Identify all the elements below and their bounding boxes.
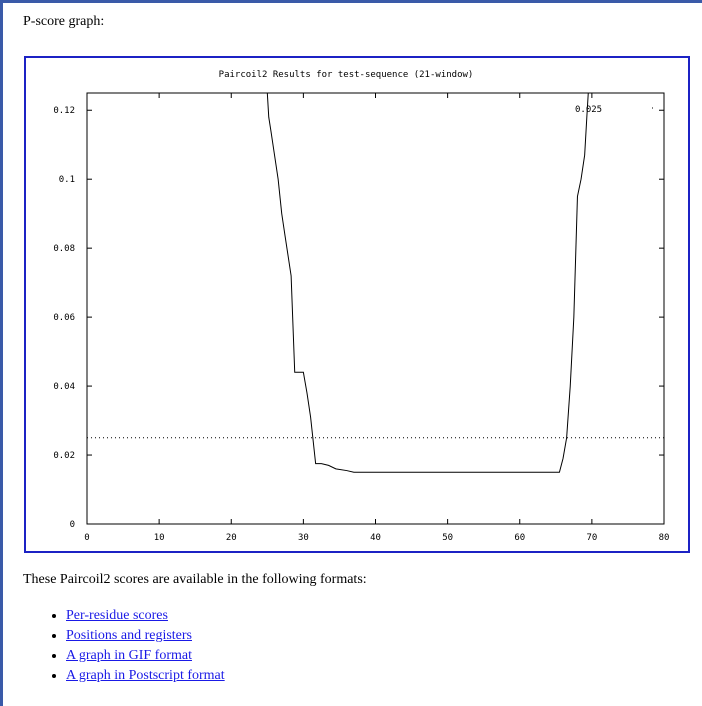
x-tick-label: 10 [154,533,165,543]
p-score-line [266,93,589,473]
y-tick-label: 0.08 [53,244,75,254]
list-item: A graph in Postscript format [66,666,225,686]
list-item: Positions and registers [66,626,225,646]
p-score-graph-frame: Paircoil2 Results for test-sequence (21-… [24,56,690,553]
per-residue-scores-link[interactable]: Per-residue scores [66,608,168,623]
graph-gif-link[interactable]: A graph in GIF format [66,648,192,663]
x-tick-label: 60 [514,533,525,543]
x-tick-label: 0 [84,533,89,543]
formats-intro-text: These Paircoil2 scores are available in … [23,572,367,587]
y-tick-label: 0.06 [53,313,75,323]
legend-label: 0.025 [575,105,602,115]
x-tick-label: 80 [659,533,670,543]
positions-and-registers-link[interactable]: Positions and registers [66,628,192,643]
x-tick-label: 40 [370,533,381,543]
y-tick-label: 0.04 [53,382,75,392]
x-tick-label: 70 [586,533,597,543]
y-tick-label: 0.12 [53,106,75,116]
x-tick-label: 50 [442,533,453,543]
plot-area: 0 10 20 30 40 50 60 70 80 0 0.02 0.04 0.06 0.08 0.1 0.1… [53,92,670,543]
y-tick-label: 0 [70,520,75,530]
chart-title: Paircoil2 Results for test-sequence (21-… [219,70,474,80]
graph-postscript-link[interactable]: A graph in Postscript format [66,668,225,683]
section-title: P-score graph: [23,14,105,29]
y-tick-label: 0.1 [59,175,75,185]
x-tick-label: 30 [298,533,309,543]
formats-list: Per-residue scores Positions and registe… [38,606,225,686]
plot-border [86,92,665,525]
left-page-rule [0,0,3,706]
list-item: A graph in GIF format [66,646,225,666]
x-tick-label: 20 [226,533,237,543]
p-score-chart: Paircoil2 Results for test-sequence (21-… [53,70,670,543]
list-item: Per-residue scores [66,606,225,626]
top-page-rule [0,0,702,3]
y-tick-label: 0.02 [53,451,75,461]
